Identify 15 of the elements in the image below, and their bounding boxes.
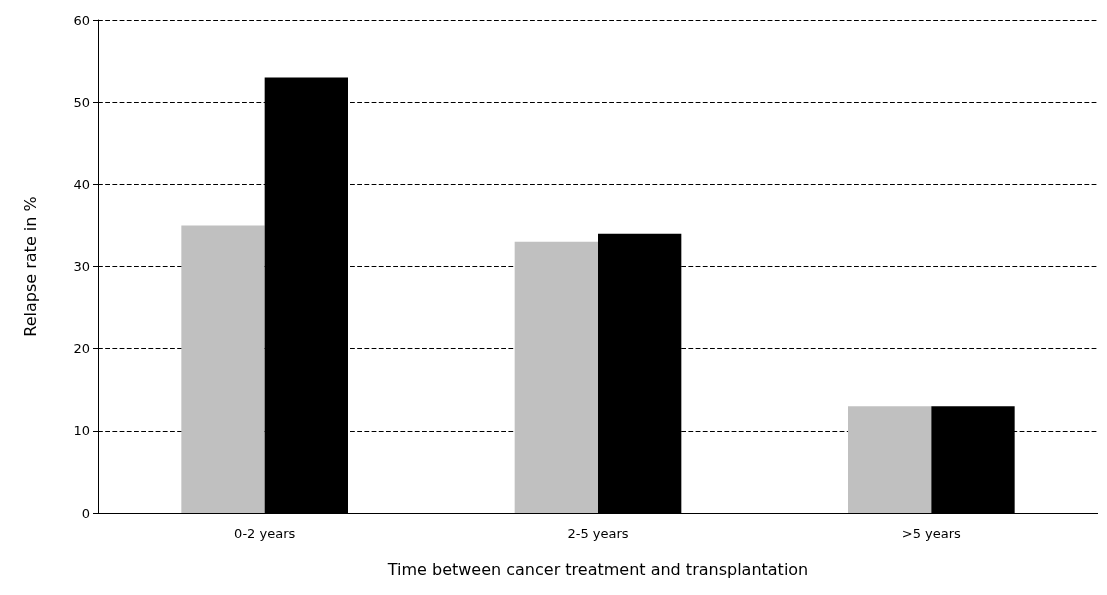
bar	[181, 225, 265, 513]
y-tick-label: 0	[81, 505, 90, 521]
bar	[848, 406, 932, 513]
x-tick-label: 2-5 years	[567, 526, 629, 541]
y-tick-label: 60	[73, 12, 90, 28]
y-tick-label: 50	[73, 94, 90, 110]
x-tick-label: 0-2 years	[234, 526, 296, 541]
x-axis-title: Time between cancer treatment and transplantation	[386, 559, 809, 579]
y-tick-label: 40	[73, 176, 90, 192]
y-tick-label: 30	[73, 259, 90, 274]
x-tick-label: >5 years	[901, 526, 962, 541]
y-tick-label: 20	[73, 341, 90, 357]
y-tick-label: 10	[73, 423, 90, 439]
y-axis-title: Relapse rate in %	[20, 196, 40, 337]
bar	[514, 241, 598, 513]
